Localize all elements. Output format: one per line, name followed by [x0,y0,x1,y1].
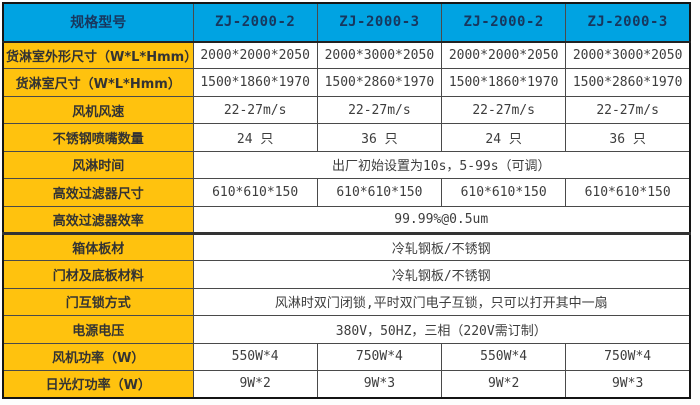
table-row-door-material: 门材及底板材料 冷轧钢板/不锈钢 [2,260,691,289]
header-model-4: ZJ-2000-3 [565,2,691,43]
spec-value-cell: 610*610*150 [440,178,567,207]
table-row-nozzle-count: 不锈钢喷嘴数量 24 只 36 只 24 只 36 只 [2,123,691,152]
table-row-fan-power: 风机功率（W） 550W*4 750W*4 550W*4 750W*4 [2,342,691,371]
table-header-row: 规格型号 ZJ-2000-2 ZJ-2000-3 ZJ-2000-2 ZJ-20… [2,2,691,43]
row-label: 箱体板材 [2,232,194,262]
row-label: 风机风速 [2,95,194,125]
spec-value-cell: 2000*3000*2050 [565,41,691,70]
table-row-lamp-power: 日光灯功率（W） 9W*2 9W*3 9W*2 9W*3 [2,369,691,399]
table-row-door-interlock: 门互锁方式 风淋时双门闭锁,平时双门电子互锁，只可以打开其中一扇 [2,287,691,317]
spec-value-cell: 2000*2000*2050 [192,41,318,70]
spec-value-cell: 610*610*150 [565,178,691,207]
row-label: 不锈钢喷嘴数量 [2,123,194,152]
spec-span-cell: 出厂初始设置为10s，5-99s（可调） [192,150,691,180]
spec-value-cell: 2000*3000*2050 [316,41,443,70]
spec-value-cell: 36 只 [316,123,443,152]
table-row-filter-efficiency: 高效过滤器效率 99.99%@0.5um [2,205,691,235]
spec-value-cell: 9W*2 [192,369,318,399]
spec-value-cell: 22-27m/s [565,95,691,125]
spec-span-cell: 99.99%@0.5um [192,205,691,235]
spec-span-cell: 风淋时双门闭锁,平时双门电子互锁，只可以打开其中一扇 [192,287,691,317]
spec-value-cell: 9W*3 [565,369,691,399]
table-row-power-voltage: 电源电压 380V，50HZ，三相（220V需订制） [2,315,691,344]
table-row-filter-size: 高效过滤器尺寸 610*610*150 610*610*150 610*610*… [2,178,691,207]
spec-value-cell: 1500*1860*1970 [440,68,567,97]
spec-span-cell: 冷轧钢板/不锈钢 [192,260,691,289]
header-model-2: ZJ-2000-3 [316,2,443,43]
spec-span-cell: 380V，50HZ，三相（220V需订制） [192,315,691,344]
spec-value-cell: 22-27m/s [316,95,443,125]
spec-value-cell: 610*610*150 [192,178,318,207]
spec-span-cell: 冷轧钢板/不锈钢 [192,232,691,262]
spec-value-cell: 610*610*150 [316,178,443,207]
spec-value-cell: 9W*2 [440,369,567,399]
spec-value-cell: 550W*4 [440,342,567,371]
row-label: 门互锁方式 [2,287,194,317]
row-label: 货淋室外形尺寸（W*L*Hmm） [2,41,194,70]
row-label: 日光灯功率（W） [2,369,194,399]
spec-value-cell: 24 只 [192,123,318,152]
table-row-inner-dimensions: 货淋室尺寸（W*L*Hmm） 1500*1860*1970 1500*2860*… [2,68,691,97]
spec-value-cell: 22-27m/s [192,95,318,125]
row-label: 高效过滤器尺寸 [2,178,194,207]
header-model-1: ZJ-2000-2 [192,2,318,43]
row-label: 风机功率（W） [2,342,194,371]
product-spec-table: 规格型号 ZJ-2000-2 ZJ-2000-3 ZJ-2000-2 ZJ-20… [2,2,691,399]
table-row-cabinet-material: 箱体板材 冷轧钢板/不锈钢 [2,232,691,262]
spec-value-cell: 2000*2000*2050 [440,41,567,70]
row-label: 货淋室尺寸（W*L*Hmm） [2,68,194,97]
row-label: 门材及底板材料 [2,260,194,289]
spec-value-cell: 750W*4 [565,342,691,371]
spec-value-cell: 1500*1860*1970 [192,68,318,97]
spec-value-cell: 550W*4 [192,342,318,371]
table-row-fan-speed: 风机风速 22-27m/s 22-27m/s 22-27m/s 22-27m/s [2,95,691,125]
row-label: 高效过滤器效率 [2,205,194,235]
spec-value-cell: 1500*2860*1970 [565,68,691,97]
spec-value-cell: 9W*3 [316,369,443,399]
spec-table: 规格型号 ZJ-2000-2 ZJ-2000-3 ZJ-2000-2 ZJ-20… [2,2,691,399]
header-model-3: ZJ-2000-2 [440,2,567,43]
row-label: 风淋时间 [2,150,194,180]
spec-value-cell: 36 只 [565,123,691,152]
table-row-outer-dimensions: 货淋室外形尺寸（W*L*Hmm） 2000*2000*2050 2000*300… [2,41,691,70]
table-row-shower-time: 风淋时间 出厂初始设置为10s，5-99s（可调） [2,150,691,180]
row-label: 电源电压 [2,315,194,344]
spec-value-cell: 22-27m/s [440,95,567,125]
spec-value-cell: 1500*2860*1970 [316,68,443,97]
spec-value-cell: 750W*4 [316,342,443,371]
spec-value-cell: 24 只 [440,123,567,152]
header-spec-model-label: 规格型号 [2,2,194,43]
